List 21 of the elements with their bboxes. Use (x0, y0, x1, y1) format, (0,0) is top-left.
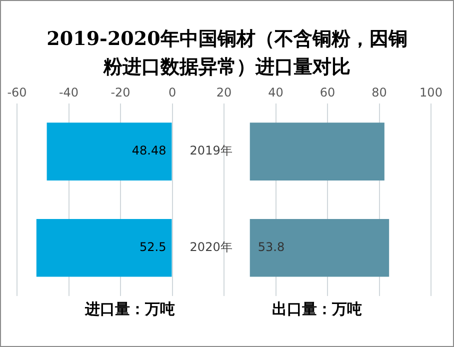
y-tick-label: 2020年 (190, 240, 232, 254)
x-tick-label: -40 (58, 85, 79, 100)
x-tick-label: 60 (320, 85, 336, 100)
x-tick-label: 80 (372, 85, 387, 100)
text: 出口量：万吨 (272, 300, 362, 318)
x-tick-label: -20 (110, 85, 130, 100)
x-tick-label: 0 (168, 85, 176, 100)
chart-title: 2019-2020年中国铜材（不含铜粉，因铜粉进口数据异常）进口量对比 (46, 27, 408, 80)
bar (250, 218, 390, 277)
data-label: 53.8 (258, 240, 285, 254)
x-tick-label: 40 (268, 85, 284, 100)
x-tick-label: 20 (216, 85, 232, 100)
x-tick-label: 100 (420, 85, 442, 100)
bar (46, 122, 172, 180)
y-tick-label: 2019年 (190, 144, 232, 158)
bar (36, 218, 172, 277)
data-label: 48.48 (132, 144, 166, 158)
text: 进口量：万吨 (84, 300, 176, 318)
x-tick-label: -60 (7, 85, 27, 100)
bar (250, 122, 384, 180)
data-label: 52.5 (140, 240, 166, 254)
